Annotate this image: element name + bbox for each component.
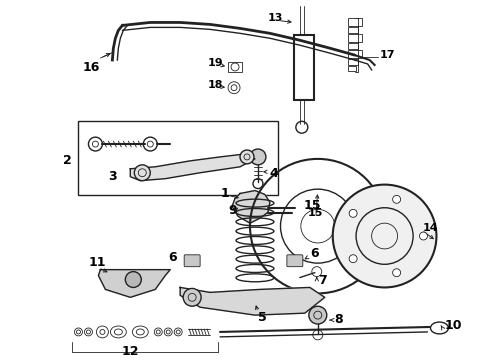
Bar — [294, 35, 314, 100]
Text: 1: 1 — [220, 187, 229, 200]
Bar — [78, 121, 278, 195]
Circle shape — [240, 150, 254, 164]
Text: 11: 11 — [89, 256, 106, 269]
Text: 8: 8 — [335, 312, 343, 325]
Circle shape — [349, 255, 357, 263]
Bar — [228, 62, 242, 72]
Text: 18: 18 — [208, 80, 223, 90]
Text: 7: 7 — [318, 274, 326, 287]
Text: 6: 6 — [310, 247, 318, 260]
Circle shape — [349, 210, 357, 217]
Circle shape — [309, 306, 327, 324]
Polygon shape — [232, 190, 270, 223]
Text: 12: 12 — [122, 345, 139, 358]
Text: 13: 13 — [268, 13, 283, 23]
Circle shape — [183, 288, 201, 306]
Circle shape — [134, 165, 150, 181]
Circle shape — [125, 272, 141, 287]
Text: 14: 14 — [422, 223, 438, 233]
FancyBboxPatch shape — [287, 255, 303, 267]
Polygon shape — [98, 270, 170, 297]
Text: 19: 19 — [208, 58, 224, 68]
Circle shape — [333, 185, 437, 287]
Text: 9: 9 — [228, 204, 237, 217]
Text: 6: 6 — [168, 251, 177, 264]
Bar — [348, 50, 362, 58]
Text: 4: 4 — [270, 167, 279, 180]
Bar — [348, 59, 358, 65]
Text: 5: 5 — [258, 311, 267, 324]
Text: 15: 15 — [308, 208, 323, 218]
Polygon shape — [130, 154, 255, 181]
Text: 3: 3 — [108, 170, 117, 183]
Text: 15: 15 — [304, 199, 321, 212]
Text: 10: 10 — [444, 319, 462, 332]
Text: 2: 2 — [63, 154, 71, 167]
Bar — [348, 34, 362, 42]
Bar — [348, 18, 362, 26]
Bar — [348, 27, 358, 33]
Bar — [348, 43, 358, 49]
Circle shape — [392, 269, 401, 276]
Circle shape — [250, 149, 266, 165]
Circle shape — [419, 232, 427, 240]
Text: 16: 16 — [82, 62, 100, 75]
Polygon shape — [180, 287, 325, 315]
Circle shape — [392, 195, 401, 203]
Text: 17: 17 — [380, 50, 395, 60]
Bar — [348, 66, 356, 71]
FancyBboxPatch shape — [184, 255, 200, 267]
